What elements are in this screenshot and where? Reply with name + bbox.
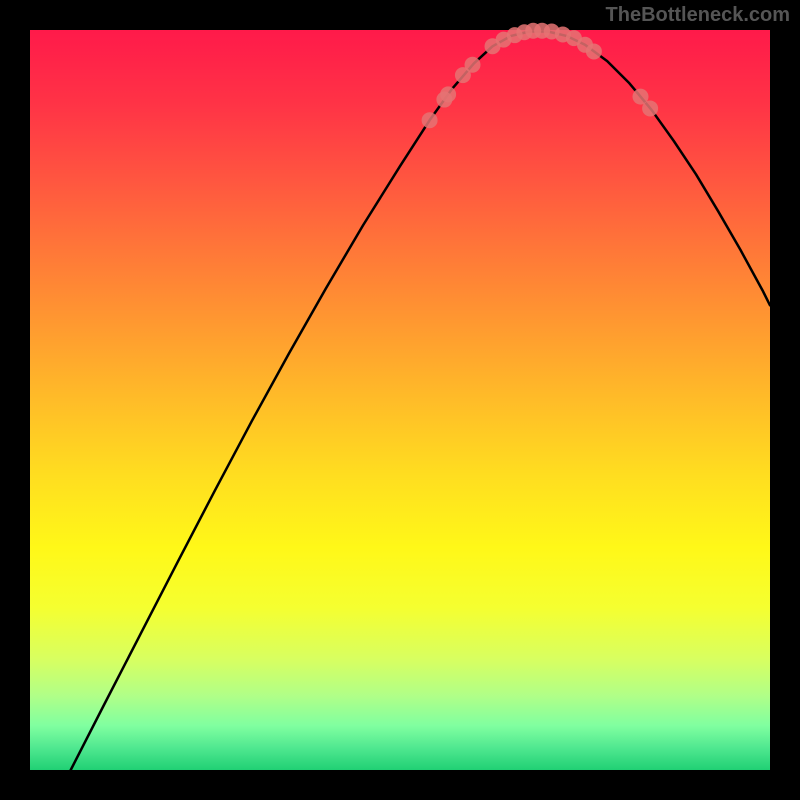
- watermark-text: TheBottleneck.com: [606, 4, 790, 27]
- chart-container: TheBottleneck.com: [0, 0, 800, 800]
- bottleneck-chart: [0, 0, 800, 800]
